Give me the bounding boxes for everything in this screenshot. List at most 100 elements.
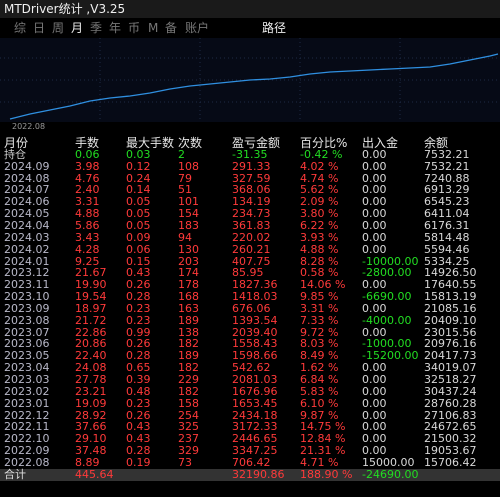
cell: 73 (178, 455, 192, 469)
cell: 260.21 (232, 242, 271, 256)
cell: 37.48 (75, 444, 107, 458)
cell: -1000.00 (362, 337, 412, 351)
cell: 3172.33 (232, 420, 278, 434)
cell: 5.83 % (300, 384, 339, 398)
cell: 2024.04 (4, 218, 50, 232)
month-row: 2024.06 3.31 0.05 101 134.19 2.09 % 0.00 6545.2… (0, 196, 500, 208)
tab[interactable]: 月 (71, 21, 84, 35)
cell: 0.09 (126, 230, 151, 244)
cell: 4.76 (75, 171, 100, 185)
cell: 2023.08 (4, 313, 50, 327)
cell: 329 (178, 444, 199, 458)
cell: 0.00 (362, 373, 387, 386)
cell: -4000.00 (362, 313, 412, 327)
cell: 8.49 % (300, 349, 339, 363)
cell: 407.75 (232, 254, 271, 268)
cell: 0.28 (126, 444, 151, 458)
cell: 2024.09 (4, 159, 50, 173)
cell: 37.66 (75, 420, 107, 434)
cell: 0.43 (126, 266, 151, 280)
cell: 0.26 (126, 337, 151, 351)
tab[interactable]: 币 (128, 21, 141, 35)
cell: 0.00 (362, 396, 387, 410)
cell: 108 (178, 159, 199, 173)
tab[interactable]: 年 (109, 21, 122, 35)
cell: 4.88 (75, 207, 100, 221)
cell: 2023.07 (4, 325, 50, 339)
cell: 706.42 (232, 455, 271, 469)
month-row: 2022.12 28.92 0.26 254 2434.18 9.87 % 0.00 2710… (0, 408, 500, 422)
cell: 0.00 (362, 325, 387, 339)
cell: 3.31 % (300, 301, 339, 315)
cell: 22.40 (75, 349, 107, 363)
cell: 2023.09 (4, 301, 50, 315)
cell: 6.84 % (300, 373, 339, 386)
tab[interactable]: M (148, 21, 159, 35)
cell: 9.85 % (300, 290, 339, 304)
cell: 94 (178, 230, 192, 244)
cell: 6913.29 (424, 183, 470, 197)
cell: 79 (178, 171, 192, 185)
cell: 3.98 (75, 159, 100, 173)
tab[interactable]: 日 (33, 21, 46, 35)
tab[interactable]: 备 (165, 21, 178, 35)
cell: 325 (178, 420, 199, 434)
cell: 2023.05 (4, 349, 50, 363)
cell: 189 (178, 349, 199, 363)
cell: 15813.19 (424, 290, 477, 304)
cell: 178 (178, 278, 199, 292)
cell: 254 (178, 408, 199, 422)
cell: 0.00 (362, 408, 387, 422)
cell: 5594.46 (424, 242, 470, 256)
equity-line (9, 53, 499, 120)
cell: 2022.12 (4, 408, 50, 422)
header-row: 月份 手数 最大手数 次数 盈亏金额 百分比% 出入金 余额 (0, 137, 500, 149)
cell: 4.71 % (300, 455, 339, 469)
cell: 2023.10 (4, 290, 50, 304)
tab[interactable]: 周 (52, 21, 65, 35)
cell: 20.86 (75, 337, 107, 351)
cell: 0.14 (126, 183, 151, 197)
cell: 15000.00 (362, 455, 415, 469)
cell: 19053.67 (424, 444, 477, 458)
cell: 3.93 % (300, 230, 339, 244)
tab[interactable]: 综 (14, 21, 27, 35)
cell: 18.97 (75, 301, 107, 315)
cell: 0.28 (126, 290, 151, 304)
cell: 24672.65 (424, 420, 477, 434)
cell: 327.59 (232, 171, 271, 185)
tab[interactable]: 账户 (185, 21, 210, 35)
month-row: 2024.09 3.98 0.12 108 291.33 4.02 % 0.00 7532.2… (0, 159, 500, 173)
cell: 4.88 % (300, 242, 339, 256)
cell: -24690.00 (362, 467, 419, 481)
cell: 51 (178, 183, 192, 197)
cell: 189 (178, 313, 199, 327)
cell: 15706.42 (424, 455, 477, 469)
cell: 4.02 % (300, 159, 339, 173)
cell: 最大手数 (126, 136, 175, 150)
cell: -15200.00 (362, 349, 419, 363)
cell: 次数 (178, 136, 203, 150)
cell: 0.00 (362, 230, 387, 244)
cell: 2022.08 (4, 455, 50, 469)
cell: 32190.86 (232, 467, 285, 481)
window-title: MTDriver统计 ,V3.25 (0, 0, 500, 18)
cell: 23015.56 (424, 325, 477, 339)
cell: 0.00 (362, 171, 387, 185)
tab[interactable]: 季 (90, 21, 103, 35)
cell: 2023.02 (4, 384, 50, 398)
cell: 5.62 % (300, 183, 339, 197)
cell: 22.86 (75, 325, 107, 339)
cell: 2.40 (75, 183, 100, 197)
cell: 0.00 (362, 278, 387, 292)
cell: 20976.16 (424, 337, 477, 351)
cell: 134.19 (232, 195, 271, 209)
cell: 0.00 (362, 444, 387, 458)
cell: 2022.11 (4, 420, 50, 434)
cell: 14926.50 (424, 266, 477, 280)
path-tab[interactable]: 路径 (262, 21, 287, 35)
cell: 174 (178, 266, 199, 280)
cell: 5814.48 (424, 230, 470, 244)
cell: 1558.43 (232, 337, 278, 351)
cell: 2023.11 (4, 278, 50, 292)
